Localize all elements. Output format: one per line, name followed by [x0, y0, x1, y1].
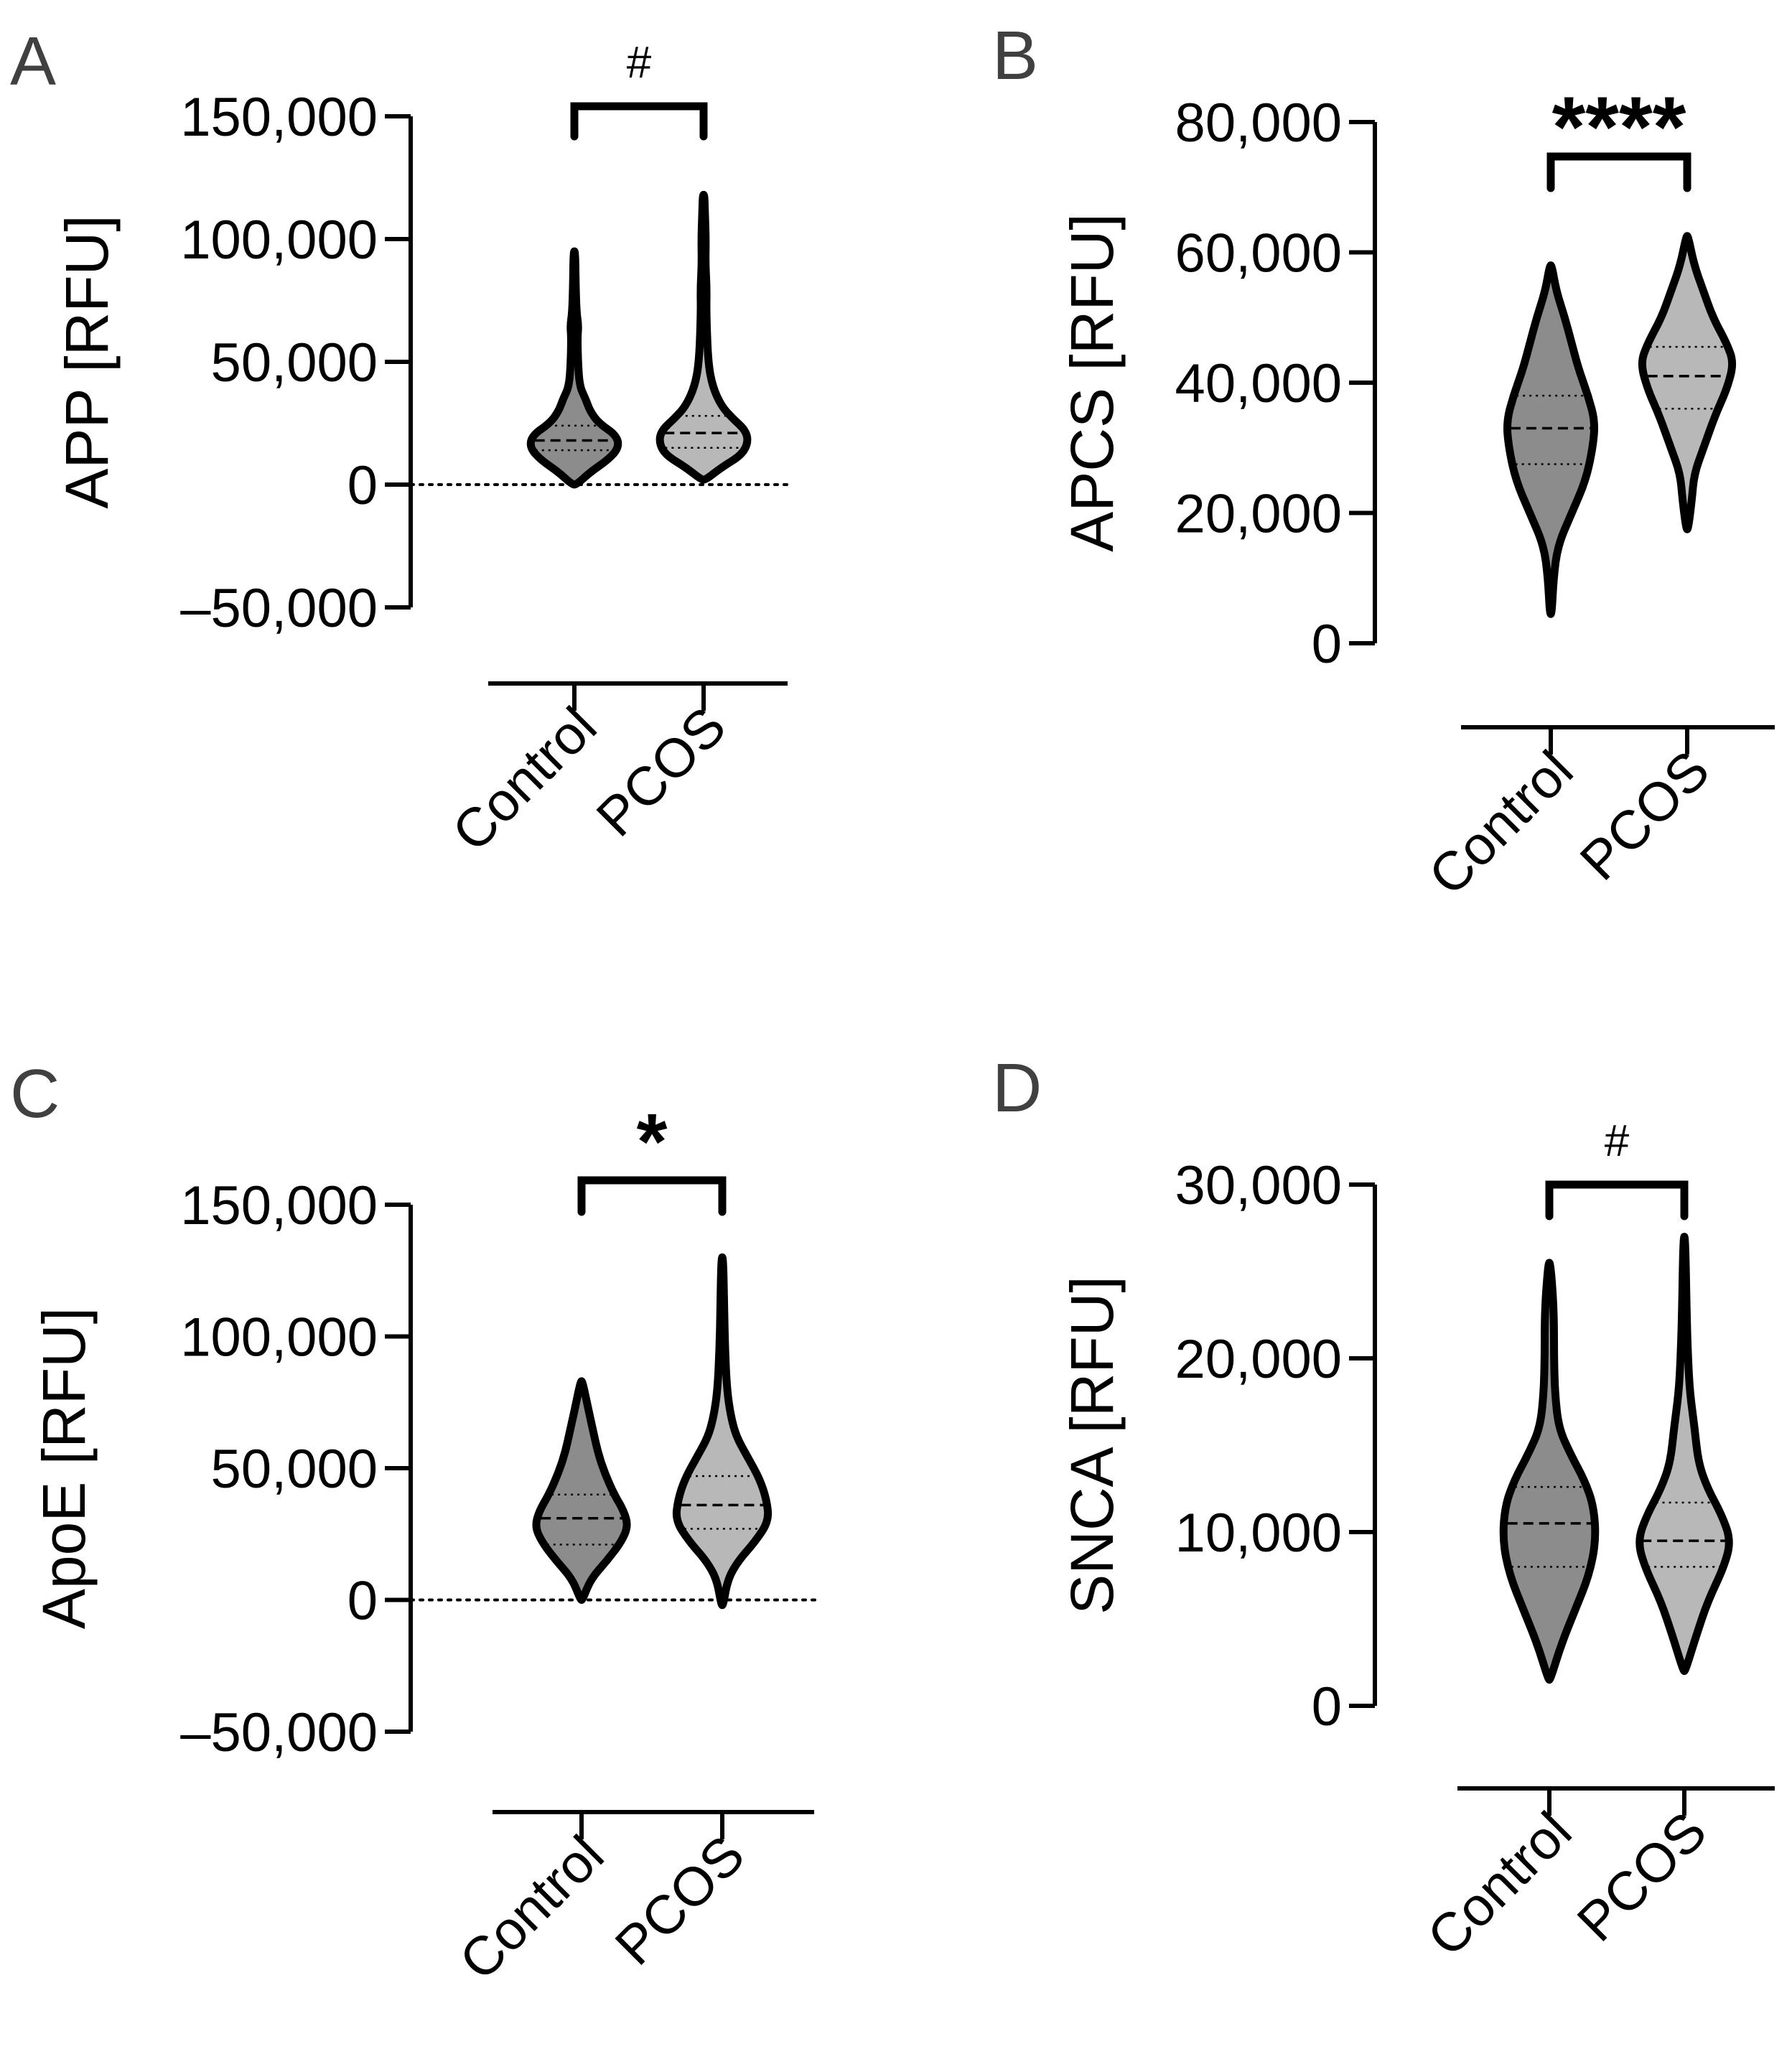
violin-pcos — [655, 190, 752, 484]
y-tick-label: 100,000 — [180, 210, 378, 271]
significance-bracket — [1546, 152, 1691, 192]
y-tick-label: 50,000 — [211, 1439, 378, 1500]
y-tick-label: 40,000 — [1175, 353, 1342, 414]
y-tick-label: 20,000 — [1175, 1329, 1342, 1390]
panel-B: B 80,000 60,000 40,000 20,000 0 APCS [RFU] ****… — [992, 17, 1775, 907]
y-axis-title: SNCA [RFU] — [1058, 1276, 1126, 1614]
y-tick-label: 0 — [347, 1571, 378, 1632]
y-tick-label: 80,000 — [1175, 93, 1342, 154]
x-category-label-control: Control — [1417, 739, 1585, 907]
y-tick-label: –50,000 — [180, 578, 378, 639]
significance-marker: **** — [1552, 79, 1686, 175]
x-category-label-pcos: PCOS — [1566, 1801, 1718, 1953]
significance-bracket — [1545, 1180, 1689, 1220]
x-category-label-pcos: PCOS — [1569, 739, 1721, 892]
x-category-label-control: Control — [441, 696, 608, 863]
y-tick-label: 20,000 — [1175, 484, 1342, 545]
panel-D: D 30,000 20,000 10,000 0 SNCA [RFU] # ControlPC… — [992, 1050, 1775, 1968]
significance-marker: # — [627, 38, 652, 88]
y-tick-label: 0 — [1312, 614, 1342, 675]
y-tick-label: 150,000 — [180, 87, 378, 148]
violin-pcos — [1635, 1233, 1733, 1676]
x-category-label-pcos: PCOS — [604, 1824, 756, 1976]
y-tick-label: 30,000 — [1175, 1155, 1342, 1216]
y-tick-label: –50,000 — [180, 1702, 378, 1763]
violin-control — [1503, 261, 1599, 618]
y-tick-label: 150,000 — [180, 1175, 378, 1236]
x-category-label-control: Control — [1416, 1801, 1583, 1968]
x-category-label-control: Control — [448, 1824, 615, 1992]
significance-marker: # — [1605, 1116, 1630, 1166]
y-tick-label: 50,000 — [211, 332, 378, 393]
violin-control — [526, 247, 622, 489]
y-tick-label: 100,000 — [180, 1307, 378, 1368]
y-tick-label: 10,000 — [1175, 1503, 1342, 1564]
violin-pcos — [1638, 232, 1737, 533]
violin-pcos — [672, 1253, 773, 1610]
panel-letter: A — [10, 23, 56, 100]
y-tick-label: 0 — [347, 455, 378, 516]
violin-control — [532, 1377, 631, 1604]
significance-bracket — [577, 1176, 727, 1216]
violin-control — [1499, 1259, 1600, 1684]
y-axis-title: APP [RFU] — [53, 215, 121, 508]
y-axis-title: APCS [RFU] — [1058, 213, 1126, 551]
panel-letter: B — [992, 17, 1038, 94]
y-axis-title: ApoE [RFU] — [30, 1307, 98, 1629]
panel-letter: C — [10, 1055, 60, 1132]
panel-A: A 150,000 100,000 50,000 0 –50,000 APP [RFU] # C… — [10, 23, 793, 863]
significance-marker: * — [637, 1098, 668, 1186]
x-category-label-pcos: PCOS — [585, 696, 737, 848]
panel-letter: D — [992, 1050, 1042, 1126]
y-tick-label: 60,000 — [1175, 223, 1342, 284]
significance-bracket — [570, 102, 708, 141]
panel-C: C 150,000 100,000 50,000 0 –50,000 ApoE [RFU] *… — [10, 1055, 818, 1992]
y-tick-label: 0 — [1312, 1676, 1342, 1737]
